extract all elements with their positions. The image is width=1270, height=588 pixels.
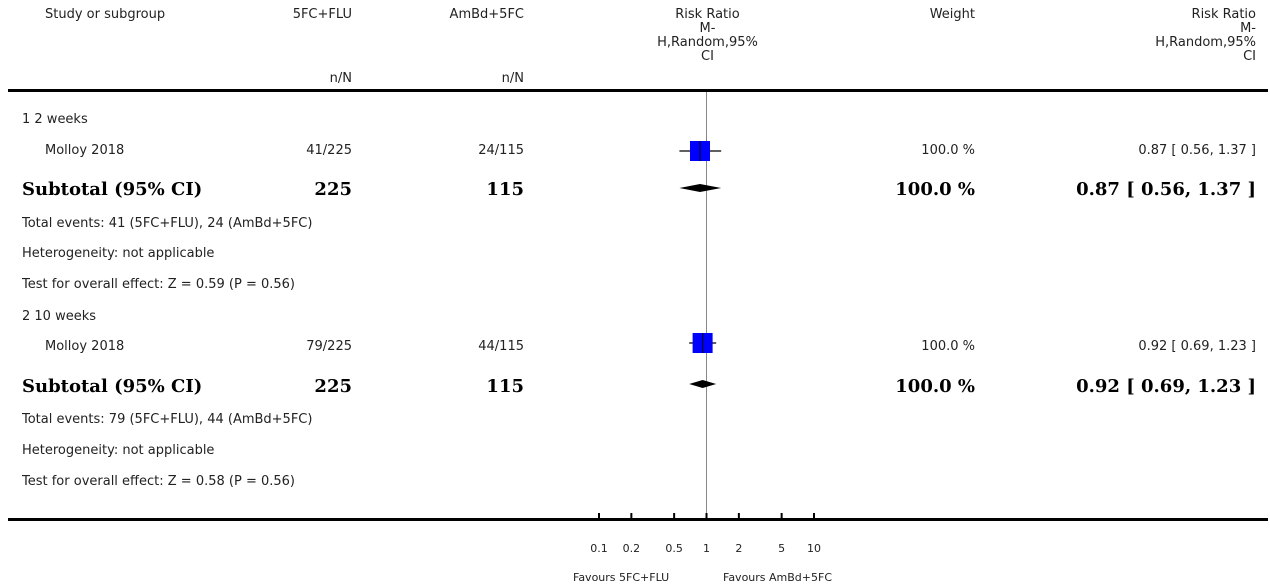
subtotal-group1-n: 225 xyxy=(314,376,352,397)
subtotal-weight: 100.0 % xyxy=(895,179,975,200)
header-rr-method-2: H,Random,95% xyxy=(1155,35,1256,50)
subtotal-diamond xyxy=(689,380,717,388)
study-name: Molloy 2018 xyxy=(45,339,125,354)
favours-left-label: Favours 5FC+FLU xyxy=(573,571,670,584)
header-effect-method-2: H,Random,95% xyxy=(657,35,758,50)
study-weight: 100.0 % xyxy=(921,339,975,354)
header-rr-method-3: CI xyxy=(1243,49,1256,64)
header-effect-title: Risk Ratio xyxy=(675,7,740,22)
overall-effect-test: Test for overall effect: Z = 0.59 (P = 0… xyxy=(22,277,295,292)
axis-tick-label: 1 xyxy=(703,542,710,555)
study-group2-events: 44/115 xyxy=(478,339,524,354)
study-ci: 0.87 [ 0.56, 1.37 ] xyxy=(1138,143,1256,158)
subtotal-ci: 0.87 [ 0.56, 1.37 ] xyxy=(1076,179,1256,200)
header-group2-nN: n/N xyxy=(501,71,524,86)
subtotal-ci: 0.92 [ 0.69, 1.23 ] xyxy=(1076,376,1256,397)
overall-effect-test: Test for overall effect: Z = 0.58 (P = 0… xyxy=(22,474,295,489)
axis-tick-label: 5 xyxy=(778,542,786,555)
header-group1: 5FC+FLU xyxy=(292,7,352,22)
header-effect-method-1: M- xyxy=(699,21,716,36)
axis-tick-label: 2 xyxy=(735,542,743,555)
heterogeneity: Heterogeneity: not applicable xyxy=(22,246,215,261)
subtotal-label: Subtotal (95% CI) xyxy=(22,376,203,397)
subtotal-group1-n: 225 xyxy=(314,179,352,200)
footer-rule xyxy=(8,518,1268,521)
subtotal-group2-n: 115 xyxy=(486,376,524,397)
subtotal-label: Subtotal (95% CI) xyxy=(22,179,203,200)
total-events: Total events: 41 (5FC+FLU), 24 (AmBd+5FC… xyxy=(22,216,313,231)
group-title: 1 2 weeks xyxy=(22,112,88,127)
subtotal-weight: 100.0 % xyxy=(895,376,975,397)
study-group2-events: 24/115 xyxy=(478,143,524,158)
subtotal-diamond xyxy=(679,184,722,192)
study-weight: 100.0 % xyxy=(921,143,975,158)
header-rr-title: Risk Ratio xyxy=(1191,7,1256,22)
header-group1-nN: n/N xyxy=(329,71,352,86)
study-ci: 0.92 [ 0.69, 1.23 ] xyxy=(1138,339,1256,354)
header-group2: AmBd+5FC xyxy=(449,7,524,22)
axis-tick-label: 0.1 xyxy=(590,542,608,555)
total-events: Total events: 79 (5FC+FLU), 44 (AmBd+5FC… xyxy=(22,412,313,427)
subtotal-group2-n: 115 xyxy=(486,179,524,200)
header-study-or-subgroup: Study or subgroup xyxy=(45,7,166,22)
header-rule xyxy=(8,89,1268,92)
favours-right-label: Favours AmBd+5FC xyxy=(723,571,833,584)
heterogeneity: Heterogeneity: not applicable xyxy=(22,443,215,458)
axis-tick-label: 0.2 xyxy=(622,542,641,555)
group-title: 2 10 weeks xyxy=(22,309,97,324)
study-group1-events: 79/225 xyxy=(306,339,352,354)
header-weight: Weight xyxy=(929,7,975,22)
header-effect-method-3: CI xyxy=(701,49,714,64)
study-group1-events: 41/225 xyxy=(306,143,352,158)
axis-tick-label: 0.5 xyxy=(665,542,683,555)
axis-tick-label: 10 xyxy=(807,542,821,555)
header-rr-method-1: M- xyxy=(1240,21,1256,36)
study-name: Molloy 2018 xyxy=(45,143,125,158)
